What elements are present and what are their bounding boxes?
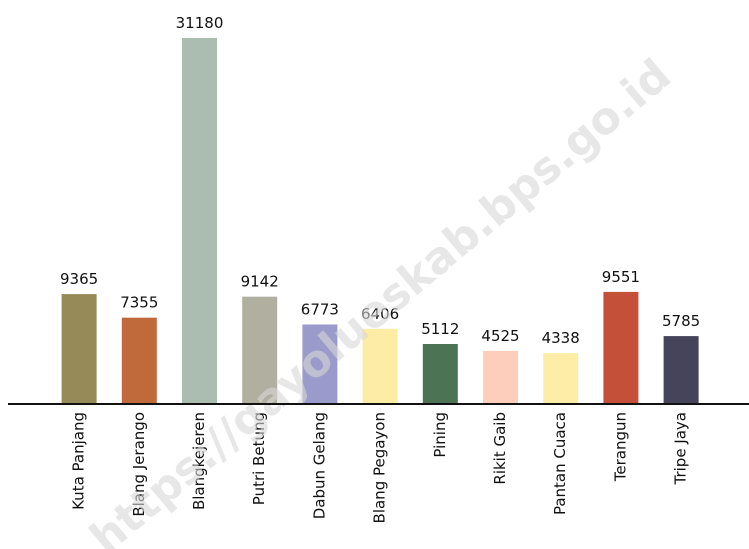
bar [362, 328, 398, 404]
bar [422, 343, 458, 404]
bar [182, 38, 217, 404]
x-tick-label: Pining [431, 412, 449, 458]
bar [543, 353, 579, 404]
x-tick-label: Kuta Panjang [70, 412, 88, 510]
value-label: 31180 [176, 14, 224, 32]
x-tick-label: Blang Pegayon [371, 412, 389, 523]
value-label: 9551 [602, 268, 640, 286]
value-label: 4525 [481, 327, 519, 345]
x-tick-label: Terangun [611, 412, 629, 482]
bar [483, 350, 518, 404]
x-tick-label: Blangkejeren [190, 412, 208, 510]
value-label: 6406 [361, 305, 399, 323]
x-tick-label: Dabun Gelang [310, 412, 328, 519]
x-tick-label: Rikit Gaib [491, 412, 509, 485]
x-tick-label: Putri Betung [250, 412, 268, 505]
value-label: 7355 [120, 294, 158, 312]
bar [663, 336, 699, 404]
bar [121, 317, 157, 404]
value-label: 5112 [421, 320, 459, 338]
value-label: 9142 [241, 273, 279, 291]
bar [603, 291, 639, 404]
value-label: 6773 [301, 300, 339, 318]
x-tick-label: Tripe Jaya [672, 412, 690, 486]
x-tick-label: Blang Jerango [130, 412, 148, 517]
bar [242, 296, 278, 404]
x-tick-label: Pantan Cuaca [551, 412, 569, 515]
bar [61, 294, 97, 404]
bar [302, 324, 338, 404]
value-label: 9365 [60, 270, 98, 288]
value-label: 4338 [542, 329, 580, 347]
value-label: 5785 [662, 312, 700, 330]
